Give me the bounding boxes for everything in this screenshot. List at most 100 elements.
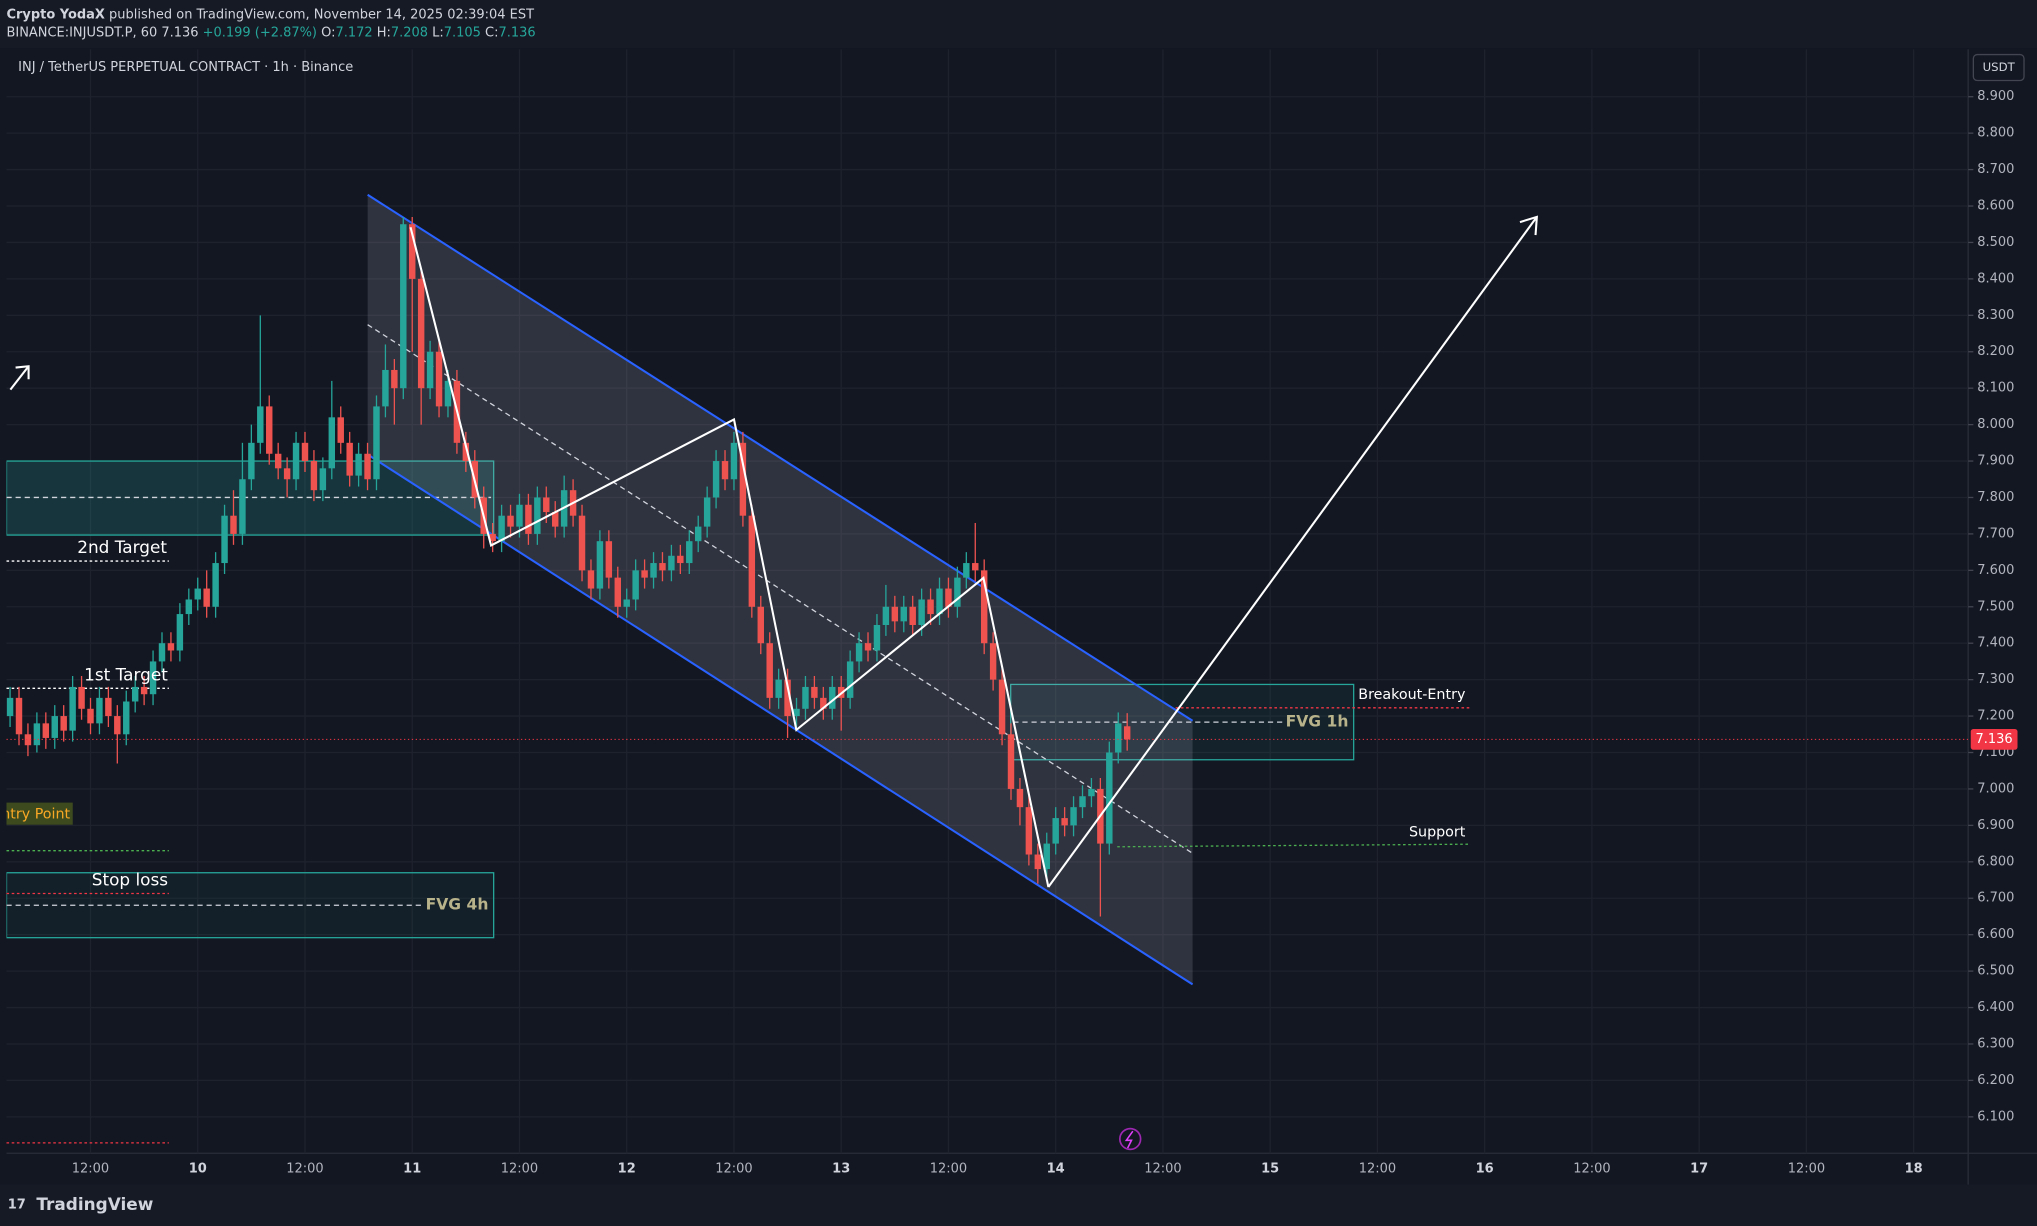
candle-body — [176, 614, 184, 651]
x-tick-label: 18 — [1905, 1161, 1923, 1176]
candle-body — [292, 442, 300, 480]
candle-body — [42, 723, 50, 738]
zigzag — [409, 227, 1050, 888]
y-tick-label: 8.800 — [1977, 126, 2014, 141]
candle-body — [686, 541, 693, 564]
candle-body — [712, 461, 720, 498]
candle-body — [980, 570, 988, 644]
header-bar — [0, 0, 2037, 49]
candle-body — [820, 697, 827, 709]
candle-body — [1016, 788, 1024, 808]
candle-body — [909, 606, 916, 625]
candle-body — [650, 563, 657, 578]
candle-body — [578, 515, 586, 571]
candle-body — [525, 504, 532, 534]
candle-body — [409, 224, 416, 279]
fvg-4h-box — [6, 872, 495, 939]
candle-body — [614, 577, 621, 607]
x-tick-label: 12:00 — [286, 1161, 323, 1176]
candle-body — [721, 461, 729, 480]
candle-body — [972, 563, 979, 571]
candle-body — [60, 716, 67, 731]
candle-body — [310, 461, 318, 491]
y-tick-label: 6.700 — [1977, 891, 2014, 906]
currency-button[interactable] — [1972, 53, 2025, 82]
y-tick-label: 6.400 — [1977, 1000, 2014, 1015]
candle-body — [444, 380, 452, 407]
y-tick-label: 6.900 — [1977, 818, 2014, 833]
x-tick-label: 16 — [1476, 1161, 1494, 1176]
x-tick-label: 15 — [1261, 1161, 1279, 1176]
candle-body — [346, 442, 353, 476]
candle-body — [328, 417, 336, 469]
candle-body — [507, 515, 514, 527]
candle-body — [739, 442, 747, 516]
y-tick-label: 7.500 — [1977, 599, 2014, 614]
candle-body — [963, 563, 970, 578]
y-tick-label: 8.500 — [1977, 235, 2014, 250]
candle-body — [1115, 723, 1122, 753]
candle-body — [641, 570, 648, 578]
l-label: L: — [432, 25, 444, 40]
y-tick-label: 8.200 — [1977, 344, 2014, 359]
y-tick-label: 8.000 — [1977, 417, 2014, 432]
candle-body — [167, 643, 175, 651]
candle-body — [605, 541, 613, 578]
projection-arrow — [1047, 216, 1538, 888]
candle-body — [382, 369, 389, 407]
candle-body — [1088, 788, 1095, 797]
o-label: O: — [321, 25, 335, 40]
candle-body — [274, 453, 282, 469]
y-tick-label: 7.200 — [1977, 709, 2014, 724]
x-tick-label: 12 — [618, 1161, 636, 1176]
candle-body — [337, 417, 344, 443]
candle-body — [811, 686, 818, 698]
candle-body — [131, 686, 139, 702]
candle-body — [864, 643, 872, 651]
y-tick-label: 7.800 — [1977, 490, 2014, 505]
annotation: Entry Point — [0, 806, 71, 822]
annotation: 1st Target — [84, 664, 168, 684]
logo: TradingView — [36, 1194, 153, 1214]
annotation: 2nd Target — [77, 537, 167, 557]
x-tick-label: 12:00 — [930, 1161, 967, 1176]
x-tick-label: 12:00 — [501, 1161, 538, 1176]
candle-body — [78, 686, 85, 709]
candle-body — [185, 599, 193, 615]
candle-body — [149, 661, 157, 695]
x-tick-label: 11 — [403, 1161, 421, 1176]
x-tick-label: 12:00 — [1359, 1161, 1396, 1176]
annotation: Breakout-Entry — [1358, 687, 1466, 703]
candle-body — [802, 686, 809, 709]
candle-body — [194, 588, 201, 600]
candle-body — [775, 679, 782, 698]
candle-body — [623, 599, 630, 607]
candle-body — [1070, 807, 1077, 826]
y-tick-label: 8.600 — [1977, 199, 2014, 214]
candle-body — [596, 541, 604, 589]
candle-body — [239, 479, 246, 534]
candle-body — [212, 563, 219, 607]
candle-body — [283, 468, 291, 480]
y-tick-label: 7.400 — [1977, 636, 2014, 651]
candle-body — [158, 643, 166, 662]
candle-body — [766, 643, 773, 698]
entry-label-bg — [6, 802, 73, 825]
y-tick-label: 6.800 — [1977, 854, 2014, 869]
candle-body — [927, 599, 934, 615]
small-arrow — [9, 365, 30, 391]
candle-body — [24, 734, 32, 746]
candle-body — [900, 606, 907, 622]
candle-body — [748, 515, 756, 607]
candle-body — [730, 442, 738, 480]
candle-body — [203, 588, 210, 607]
last-price-label: 7.136 — [1976, 732, 2013, 747]
candle-body — [364, 453, 371, 480]
x-tick-label: 10 — [189, 1161, 207, 1176]
support-line — [1117, 843, 1471, 848]
annotation: Stop loss — [92, 870, 168, 890]
candle-body — [793, 708, 800, 717]
y-tick-label: 8.300 — [1977, 308, 2014, 323]
event-icon[interactable] — [1118, 1127, 1142, 1151]
